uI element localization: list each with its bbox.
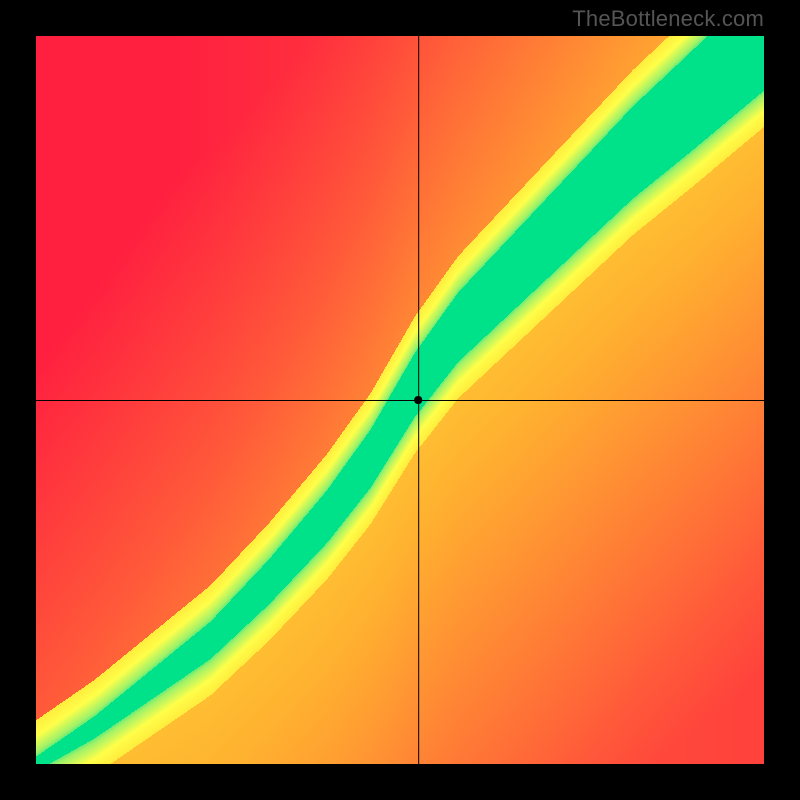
- bottleneck-heatmap: [36, 36, 764, 764]
- watermark-text: TheBottleneck.com: [572, 6, 764, 32]
- chart-frame: { "watermark": { "text": "TheBottleneck.…: [0, 0, 800, 800]
